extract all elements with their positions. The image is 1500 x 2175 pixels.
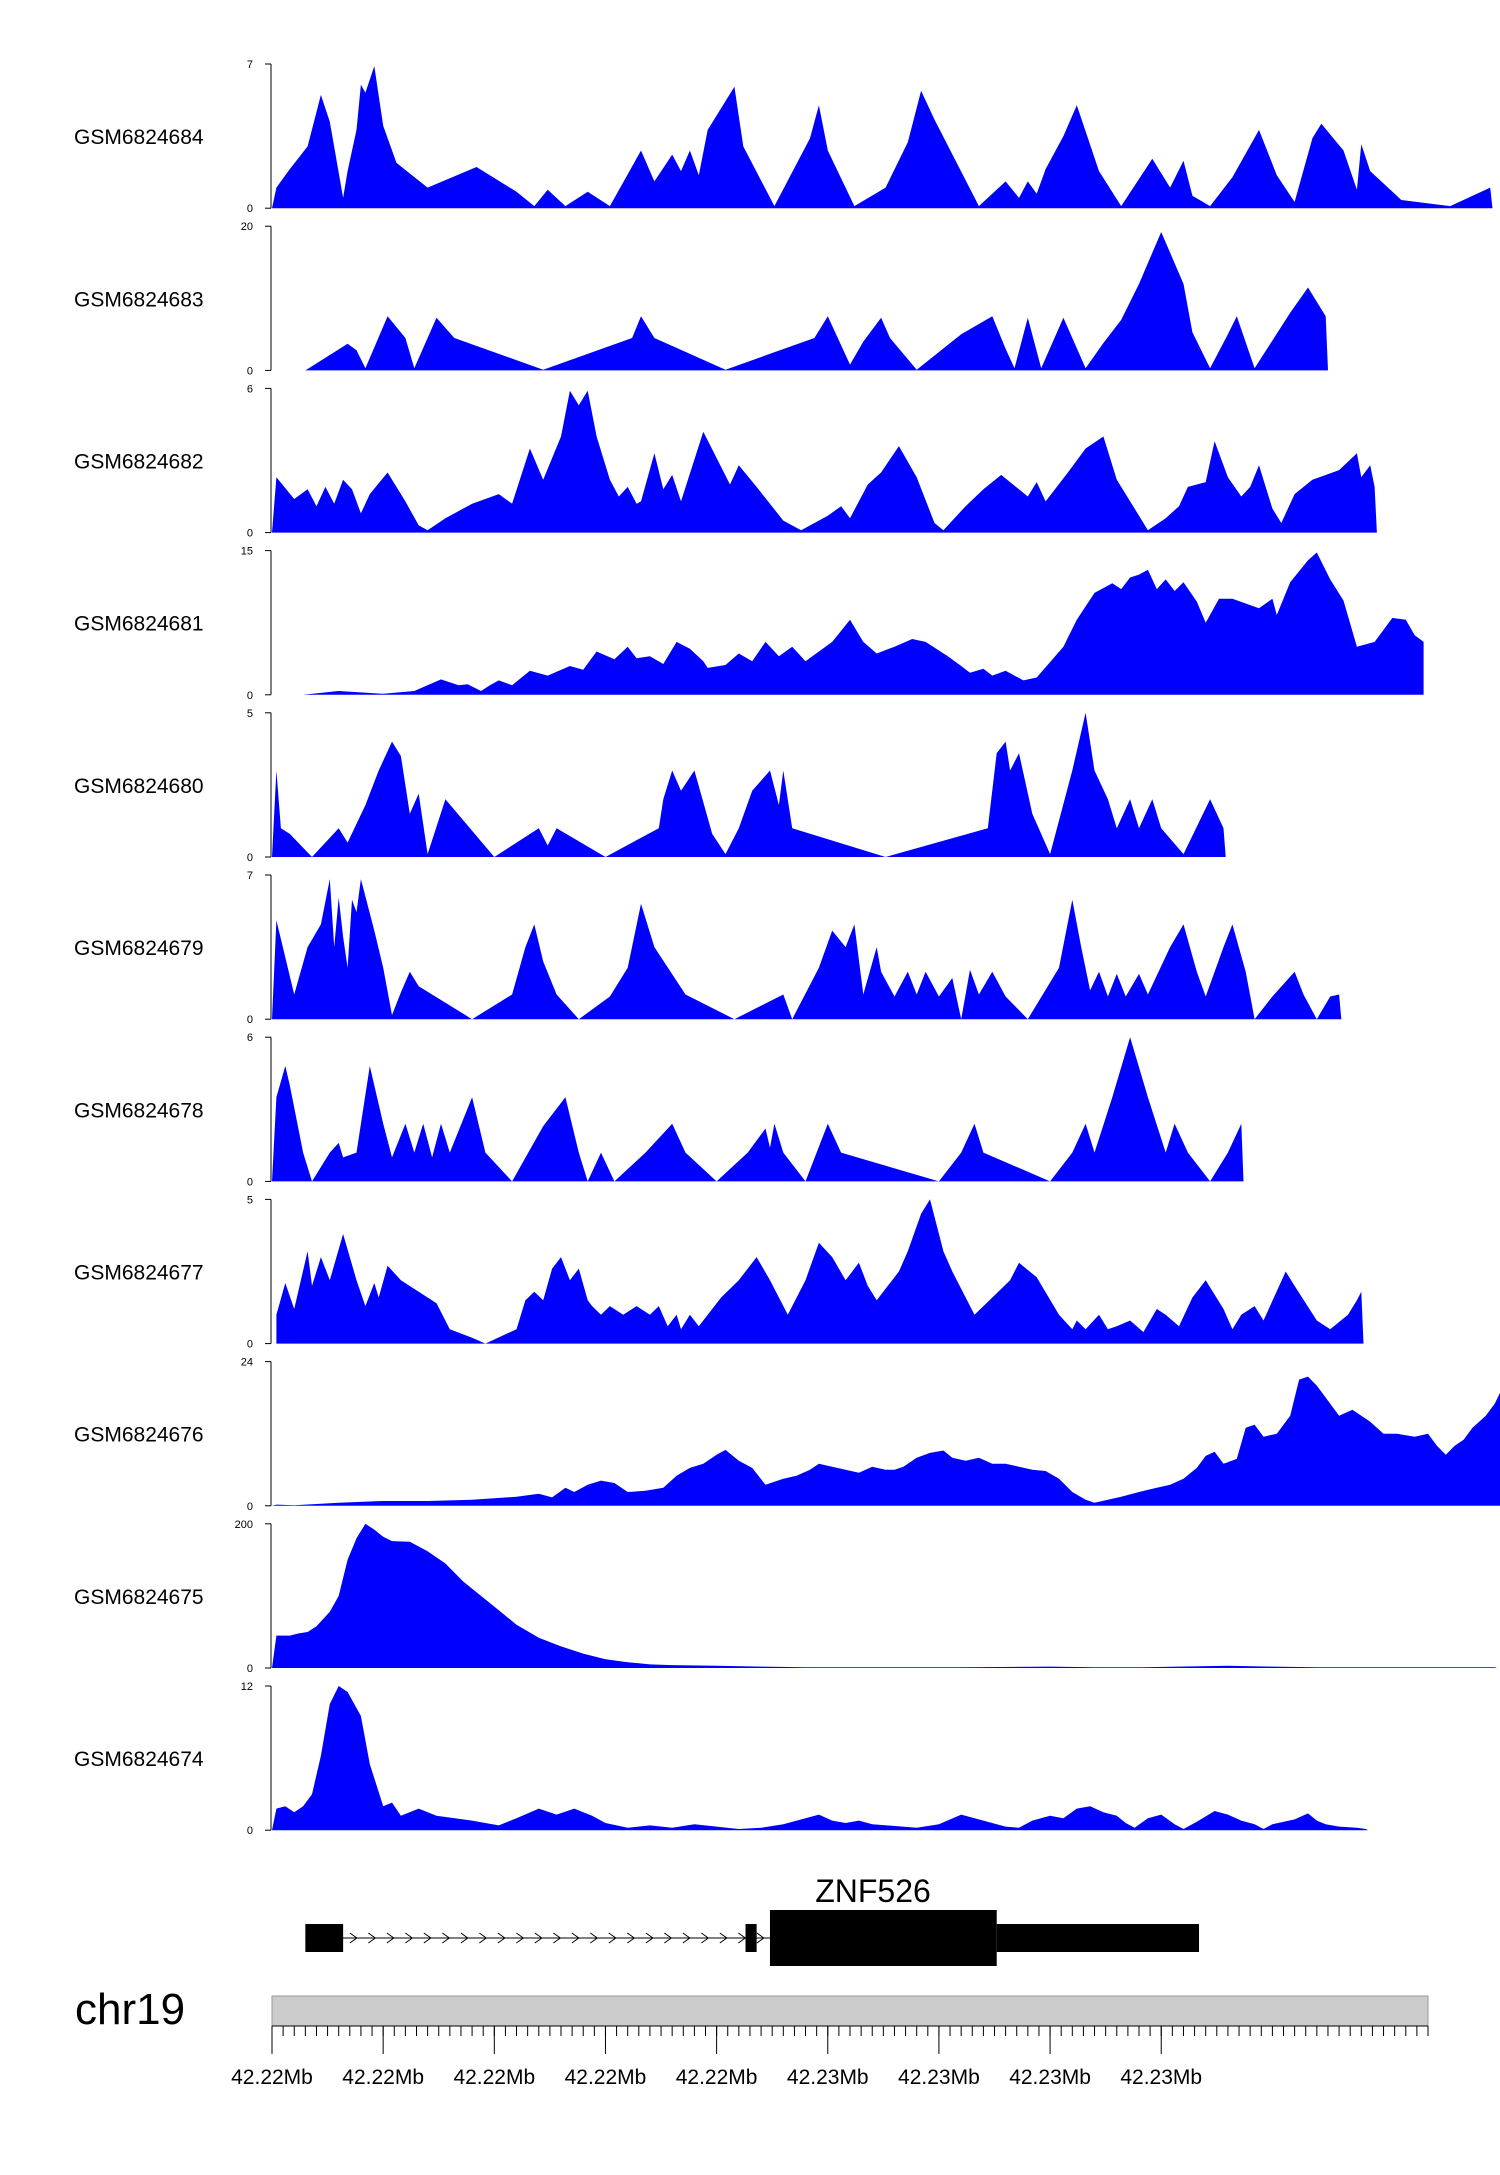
- track-label: GSM6824682: [74, 451, 204, 474]
- chromosome-bar: [271, 1995, 1429, 2027]
- x-tick-label: 42.23Mb: [898, 2066, 980, 2089]
- x-axis: 42.22Mb 42.22Mb 42.22Mb 42.22Mb 42.22Mb 42.23…: [231, 2025, 1429, 2089]
- y-min-label: 0: [247, 852, 253, 864]
- gene-model-ZNF526: ZNF526: [305, 1873, 1200, 1966]
- strand-arrow: [682, 1932, 691, 1944]
- track-GSM6824683: 20 0 GSM6824683: [74, 221, 1328, 377]
- track-label: GSM6824678: [74, 1099, 204, 1122]
- strand-arrow: [534, 1932, 543, 1944]
- track-GSM6824676: 24 0 GSM6824676: [74, 1357, 1500, 1513]
- chromosome-label: chr19: [75, 1985, 185, 2034]
- coverage-area: [272, 1037, 1244, 1182]
- gene-exon-cds: [769, 1910, 997, 1966]
- track-GSM6824677: 5 0 GSM6824677: [74, 1194, 1364, 1351]
- x-tick-label: 42.23Mb: [1009, 2066, 1091, 2089]
- coverage-area: [272, 712, 1226, 857]
- y-min-label: 0: [247, 1014, 253, 1026]
- strand-arrow: [442, 1932, 451, 1944]
- track-GSM6824684: 7 0 GSM6824684: [74, 59, 1493, 215]
- y-min-label: 0: [247, 1825, 253, 1837]
- y-min-label: 0: [247, 690, 253, 702]
- strand-arrow: [405, 1932, 414, 1944]
- y-min-label: 0: [247, 1339, 253, 1351]
- y-min-label: 0: [247, 365, 253, 377]
- gene-exon-utr: [996, 1924, 1200, 1952]
- strand-arrow: [571, 1932, 580, 1944]
- x-tick-label: 42.23Mb: [787, 2066, 869, 2089]
- y-min-label: 0: [247, 203, 253, 215]
- x-tick-label: 42.23Mb: [1120, 2066, 1202, 2089]
- strand-arrow: [756, 1932, 765, 1944]
- strand-arrow: [497, 1932, 506, 1944]
- y-max-label: 20: [241, 221, 253, 233]
- y-max-label: 7: [247, 870, 253, 882]
- track-GSM6824682: 6 0 GSM6824682: [74, 383, 1377, 540]
- y-max-label: 12: [241, 1681, 253, 1693]
- y-max-label: 5: [247, 1194, 253, 1206]
- x-tick-label: 42.22Mb: [342, 2066, 424, 2089]
- strand-arrow: [553, 1932, 562, 1944]
- x-tick-label: 42.22Mb: [453, 2066, 535, 2089]
- track-label: GSM6824680: [74, 775, 204, 798]
- strand-arrow: [368, 1932, 377, 1944]
- track-GSM6824680: 5 0 GSM6824680: [74, 708, 1226, 864]
- track-label: GSM6824676: [74, 1424, 204, 1447]
- gene-label: ZNF526: [815, 1873, 931, 1909]
- strand-arrow: [719, 1932, 728, 1944]
- strand-arrow: [460, 1932, 469, 1944]
- track-label: GSM6824677: [74, 1262, 204, 1285]
- track-label: GSM6824679: [74, 937, 204, 960]
- y-min-label: 0: [247, 1663, 253, 1675]
- x-tick-label: 42.22Mb: [565, 2066, 647, 2089]
- strand-arrow: [349, 1932, 358, 1944]
- strand-arrow: [516, 1932, 525, 1944]
- strand-arrow: [664, 1932, 673, 1944]
- y-max-label: 24: [241, 1357, 253, 1369]
- track-label: GSM6824675: [74, 1586, 204, 1609]
- track-label: GSM6824674: [74, 1748, 204, 1771]
- x-tick-label: 42.22Mb: [231, 2066, 313, 2089]
- track-label: GSM6824683: [74, 288, 204, 311]
- track-label: GSM6824681: [74, 613, 204, 636]
- strand-arrow: [479, 1932, 488, 1944]
- track-GSM6824678: 6 0 GSM6824678: [74, 1032, 1244, 1188]
- coverage-area: [272, 390, 1377, 533]
- y-min-label: 0: [247, 1176, 253, 1188]
- track-GSM6824674: 12 0 GSM6824674: [74, 1681, 1368, 1837]
- y-min-label: 0: [247, 528, 253, 540]
- strand-arrow: [590, 1932, 599, 1944]
- coverage-area: [276, 1199, 1364, 1344]
- y-max-label: 5: [247, 708, 253, 720]
- y-max-label: 6: [247, 1032, 253, 1044]
- coverage-area: [272, 1523, 1497, 1668]
- coverage-area: [303, 552, 1424, 695]
- strand-arrow: [701, 1932, 710, 1944]
- track-GSM6824679: 7 0 GSM6824679: [74, 870, 1342, 1026]
- coverage-area: [272, 879, 1342, 1020]
- gene-exon-utr: [745, 1924, 757, 1952]
- coverage-area: [272, 1376, 1500, 1506]
- strand-arrow: [386, 1932, 395, 1944]
- y-max-label: 6: [247, 383, 253, 395]
- y-min-label: 0: [247, 1501, 253, 1513]
- strand-arrow: [423, 1932, 432, 1944]
- track-GSM6824675: 200 0 GSM6824675: [74, 1519, 1497, 1675]
- strand-arrow: [627, 1932, 636, 1944]
- strand-arrow: [608, 1932, 617, 1944]
- coverage-area: [272, 66, 1493, 209]
- y-max-label: 200: [235, 1519, 253, 1531]
- track-GSM6824681: 15 0 GSM6824681: [74, 546, 1424, 702]
- x-tick-label: 42.22Mb: [676, 2066, 758, 2089]
- track-label: GSM6824684: [74, 126, 204, 149]
- coverage-area: [272, 1686, 1368, 1831]
- strand-arrow: [645, 1932, 654, 1944]
- gene-exon-utr: [305, 1924, 344, 1952]
- coverage-area: [305, 232, 1328, 371]
- y-max-label: 7: [247, 59, 253, 71]
- y-max-label: 15: [241, 546, 253, 558]
- strand-arrow: [738, 1932, 747, 1944]
